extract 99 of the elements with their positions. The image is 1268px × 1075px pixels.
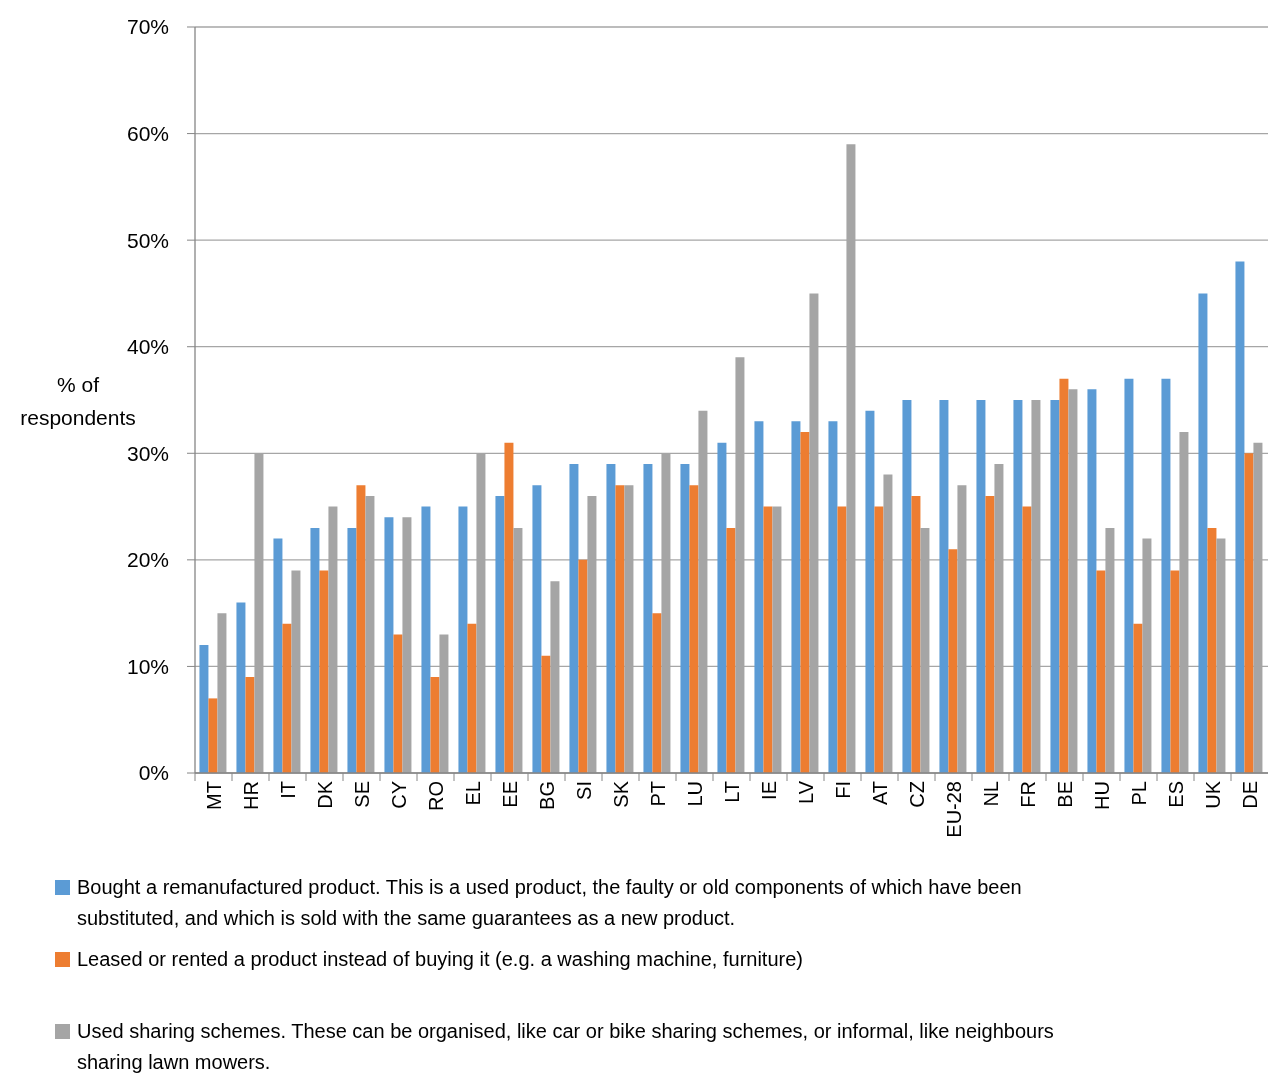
bar [763,506,773,773]
bar [273,538,283,773]
bar [541,655,551,773]
bar [754,421,764,773]
bar [347,527,357,773]
x-tick-label: EU-28 [942,781,965,838]
bar [615,485,625,773]
x-tick-label: PL [1127,781,1150,806]
bar [939,400,949,773]
y-tick-label: 20% [126,548,169,572]
bar [652,613,662,773]
x-tick-label: EL [461,781,484,806]
y-tick-label: 10% [126,654,169,678]
bar [680,463,690,773]
bar [976,400,986,773]
x-tick-label: IT [276,781,299,799]
bar [902,400,912,773]
bar [1244,453,1254,773]
bar [828,421,838,773]
bar [1050,400,1060,773]
x-tick-label: IE [757,781,780,800]
x-tick-label: PT [646,781,669,807]
bar [458,506,468,773]
x-tick-label: FI [831,781,854,799]
bar [199,645,209,773]
x-tick-label: FR [1016,781,1039,808]
bar [1087,389,1097,773]
bar [1207,527,1217,773]
bar [282,623,292,773]
y-tick-label: 60% [126,122,169,146]
x-tick-label: RO [424,781,447,811]
legend-label: Bought a remanufactured product. This is a used product, the faulty or old components of which have been substituted, and which is sold with the same guarantees as a new product. [77,875,1023,931]
bar [356,485,366,773]
y-tick-label: 0% [138,761,169,785]
bar [689,485,699,773]
bar [1133,623,1143,773]
bar [874,506,884,773]
x-tick-label: ES [1164,781,1187,808]
y-tick-label: 30% [126,441,169,465]
bar [800,431,810,773]
bar [319,570,329,773]
bar [791,421,801,773]
bar [865,410,875,773]
bar [504,442,514,773]
x-tick-label: LV [794,780,817,804]
x-tick-label: HU [1090,781,1113,810]
bar [421,506,431,773]
bar [911,495,921,773]
bar [532,485,542,773]
x-tick-label: BE [1053,781,1076,808]
bar [578,559,588,773]
bar [245,677,255,773]
bar [236,602,246,773]
x-tick-label: SK [609,780,632,808]
bar [384,517,394,773]
y-tick-label: 40% [126,335,169,359]
bar [837,506,847,773]
bar [726,527,736,773]
bar [717,442,727,773]
y-axis-title: % of respondents [19,372,137,431]
bar [1059,378,1069,773]
bar [393,634,403,773]
bar [948,549,958,773]
legend-label: Used sharing schemes. These can be organised, like car or bike sharing schemes, or informal, like neighbours sharing lawn mowers. [77,1019,1055,1075]
bar [1170,570,1180,773]
x-tick-label: UK [1201,780,1224,809]
x-tick-label: DK [313,780,336,809]
x-tick-label: NL [979,781,1002,807]
bar [569,463,579,773]
bar [985,495,995,773]
x-tick-label: CZ [905,781,928,808]
bar [430,677,440,773]
x-tick-label: HR [239,781,262,810]
y-tick-label: 50% [126,228,169,252]
bar [1022,506,1032,773]
bar [1013,400,1023,773]
bar [1124,378,1134,773]
bar [606,463,616,773]
x-tick-label: MT [202,781,225,810]
bar [1235,261,1245,773]
bar [467,623,477,773]
x-tick-label: SE [350,781,373,808]
bar [1198,293,1208,773]
legend-label: Leased or rented a product instead of buying it (e.g. a washing machine, furniture) [77,947,803,972]
bar [310,527,320,773]
x-tick-label: CY [387,781,410,809]
bar [1161,378,1171,773]
x-tick-label: SI [572,781,595,800]
bar [495,495,505,773]
bar [208,698,218,773]
bar [643,463,653,773]
x-tick-label: EE [498,781,521,808]
x-tick-label: LU [683,781,706,807]
x-tick-label: DE [1238,781,1261,809]
x-tick-label: BG [535,781,558,810]
x-tick-label: LT [720,781,743,803]
y-tick-label: 70% [126,15,169,39]
x-tick-label: AT [868,781,891,806]
bar [1096,570,1106,773]
